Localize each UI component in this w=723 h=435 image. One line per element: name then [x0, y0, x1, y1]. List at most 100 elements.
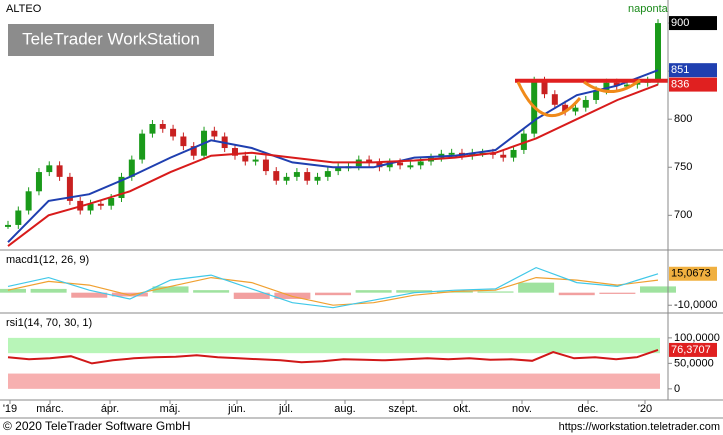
- candle: [510, 149, 517, 158]
- candle: [128, 159, 135, 177]
- value-badge-text: 900: [671, 17, 689, 29]
- x-tick-label: dec.: [578, 403, 599, 415]
- x-tick-label: aug.: [334, 403, 355, 415]
- candle: [211, 130, 218, 137]
- layers: [0, 19, 676, 389]
- macd-histogram: [558, 292, 595, 296]
- rsi-label: rsi1(14, 70, 30, 1): [6, 317, 92, 329]
- candle: [180, 136, 187, 147]
- x-tick-label: nov.: [512, 403, 532, 415]
- candle: [25, 191, 32, 211]
- rsi-line: [7, 348, 659, 365]
- candle: [304, 172, 311, 181]
- macd-histogram: [30, 288, 67, 293]
- y-tick-label: 700: [674, 209, 692, 221]
- x-tick-label: ápr.: [101, 403, 119, 415]
- candle: [273, 171, 280, 181]
- candle: [108, 198, 115, 206]
- candle: [139, 133, 146, 160]
- value-badge-text: 76,3707: [671, 344, 711, 356]
- x-tick-label: jún.: [227, 403, 246, 415]
- macd-histogram: [0, 288, 26, 293]
- rsi-band: [8, 373, 660, 389]
- candle: [293, 172, 300, 177]
- candle: [242, 155, 249, 162]
- candle: [603, 82, 610, 91]
- candle: [613, 82, 620, 86]
- candle: [35, 172, 42, 192]
- candle: [97, 203, 104, 206]
- candle: [655, 23, 661, 81]
- macd-histogram: [477, 291, 514, 293]
- footer-left: © 2020 TeleTrader Software GmbH: [3, 419, 191, 433]
- candle: [376, 162, 383, 168]
- candle: [572, 107, 579, 112]
- macd-histogram: [111, 292, 148, 297]
- candle: [469, 152, 476, 156]
- x-tick-label: máj.: [160, 403, 181, 415]
- macd-line: [7, 266, 659, 309]
- candle: [582, 99, 589, 108]
- y-tick-label: 750: [674, 161, 692, 173]
- candle: [417, 161, 424, 166]
- value-badge: [669, 77, 717, 92]
- cup-arc: [516, 81, 582, 118]
- macd-histogram: [640, 286, 676, 293]
- macd-histogram: [599, 292, 636, 294]
- candle: [118, 176, 125, 199]
- candle: [562, 104, 569, 112]
- candle: [190, 146, 197, 156]
- value-badge: [669, 266, 717, 281]
- candle: [46, 165, 53, 173]
- x-tick-label: '20: [638, 403, 652, 415]
- candle: [593, 90, 600, 100]
- macd-histogram: [436, 291, 473, 293]
- rsi-band: [8, 337, 660, 354]
- candle: [500, 154, 507, 158]
- candle: [170, 128, 177, 137]
- candle: [397, 162, 404, 166]
- macd-histogram: [193, 290, 230, 293]
- watermark: TeleTrader WorkStation: [22, 29, 200, 48]
- macd-histogram: [152, 286, 189, 293]
- macd-histogram: [396, 290, 433, 293]
- candle: [314, 176, 321, 181]
- candle: [366, 159, 373, 163]
- macd-label: macd1(12, 26, 9): [6, 254, 89, 266]
- value-badge-text: 836: [671, 78, 689, 90]
- candle: [283, 176, 290, 181]
- candle: [541, 80, 548, 95]
- value-badge: [669, 342, 717, 357]
- candle: [624, 84, 631, 87]
- macd-signal: [7, 276, 659, 306]
- value-badge: [669, 16, 717, 31]
- candle: [87, 203, 94, 211]
- candle: [231, 148, 238, 156]
- watermark-bg: [8, 24, 214, 56]
- x-tick-label: márc.: [36, 403, 64, 415]
- y-tick-label: 800: [674, 113, 692, 125]
- x-tick-label: okt.: [453, 403, 471, 415]
- x-tick-label: szept.: [388, 403, 417, 415]
- candle: [448, 152, 455, 155]
- candle: [149, 124, 156, 134]
- cup-arc: [583, 78, 641, 93]
- candle: [5, 224, 11, 227]
- value-badge-text: 15,0673: [671, 268, 711, 280]
- candle: [262, 159, 269, 172]
- candle: [386, 162, 393, 168]
- macd-histogram: [355, 290, 392, 293]
- candle: [15, 210, 22, 225]
- ma-line: [7, 69, 659, 243]
- candle: [335, 167, 342, 172]
- y-tick-label: 0: [674, 383, 680, 395]
- chart-title: ALTEO: [6, 3, 42, 15]
- x-tick-label: '19: [3, 403, 17, 415]
- candle: [66, 176, 73, 201]
- value-badge-text: 851: [671, 64, 689, 76]
- macd-histogram: [71, 292, 108, 298]
- macd-histogram: [315, 292, 351, 296]
- candle: [56, 165, 63, 177]
